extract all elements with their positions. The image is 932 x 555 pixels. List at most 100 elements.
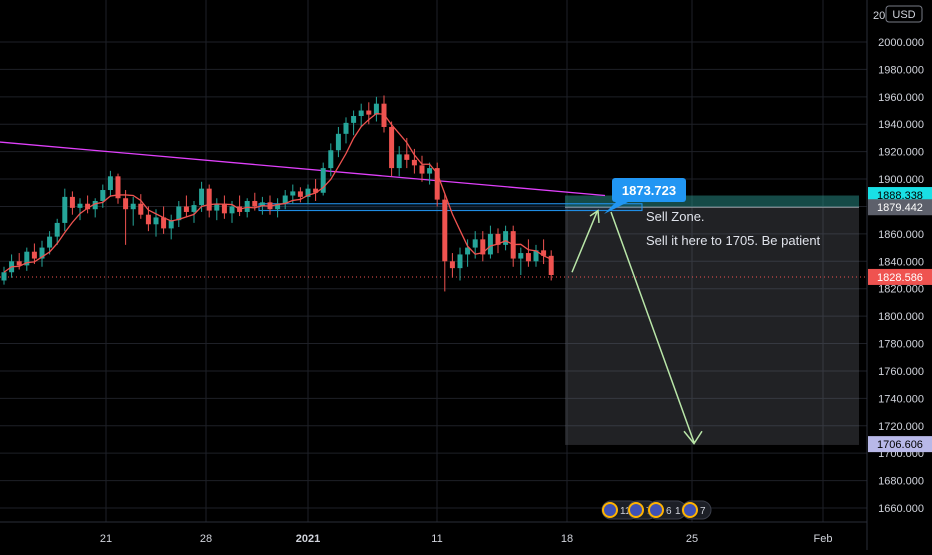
y-tick-label: 1740.000 bbox=[878, 393, 924, 405]
candle-body bbox=[47, 236, 53, 248]
annotation-sell-zone: Sell Zone. bbox=[646, 209, 705, 224]
x-tick-label: Feb bbox=[814, 533, 833, 545]
candle-body bbox=[214, 203, 220, 211]
event-badge-count: 1 bbox=[675, 506, 681, 517]
candle-body bbox=[161, 217, 167, 229]
candle-body bbox=[525, 253, 531, 262]
price-badge-label: 1879.442 bbox=[877, 202, 923, 214]
flag-us-icon[interactable] bbox=[648, 502, 664, 518]
candle-body bbox=[54, 222, 60, 237]
y-tick-label: 1980.000 bbox=[878, 64, 924, 76]
price-badge-label: 1706.606 bbox=[877, 439, 923, 451]
candle-body bbox=[138, 203, 144, 215]
candle-body bbox=[62, 196, 68, 223]
candle-body bbox=[259, 202, 265, 207]
candle-body bbox=[404, 154, 410, 160]
price-badge bbox=[868, 436, 932, 453]
candle-body bbox=[39, 247, 45, 259]
candle-body bbox=[191, 205, 197, 212]
currency-badge-label: USD bbox=[892, 9, 915, 21]
candle-body bbox=[503, 231, 509, 245]
y-tick-label: 1680.000 bbox=[878, 476, 924, 488]
moving-average bbox=[3, 112, 552, 273]
candle-body bbox=[183, 206, 189, 212]
y-tick-label: 1960.000 bbox=[878, 92, 924, 104]
x-tick-label: 25 bbox=[686, 533, 698, 545]
event-badge-count: 6 bbox=[666, 506, 672, 517]
candle-body bbox=[313, 188, 319, 193]
price-callout-label: 1873.723 bbox=[622, 183, 676, 198]
candle-body bbox=[24, 251, 30, 266]
y-tick-label: 1760.000 bbox=[878, 366, 924, 378]
y-tick-label: 1660.000 bbox=[878, 503, 924, 515]
candle-body bbox=[320, 168, 326, 193]
event-badge-count: 7 bbox=[700, 506, 706, 517]
candle-body bbox=[275, 203, 281, 210]
candle-body bbox=[480, 239, 486, 255]
candle-body bbox=[472, 239, 478, 248]
flag-us-icon[interactable] bbox=[682, 502, 698, 518]
candle-body bbox=[328, 150, 334, 169]
arrow-down-line bbox=[610, 211, 695, 443]
price-callout-pointer bbox=[604, 202, 628, 214]
candle-body bbox=[434, 168, 440, 200]
candle-body bbox=[1, 272, 7, 281]
candle-body bbox=[541, 250, 547, 256]
candle-body bbox=[16, 261, 22, 266]
candle-body bbox=[69, 196, 75, 208]
candle-body bbox=[123, 198, 129, 210]
candle-body bbox=[343, 122, 349, 134]
candle-body bbox=[206, 188, 212, 211]
price-callout-box bbox=[612, 178, 686, 202]
y-tick-label: 1780.000 bbox=[878, 339, 924, 351]
candle-body bbox=[107, 176, 113, 191]
x-tick-label: 28 bbox=[200, 533, 212, 545]
candle-body bbox=[487, 233, 493, 255]
y-tick-label: 1840.000 bbox=[878, 256, 924, 268]
candle-body bbox=[199, 188, 205, 206]
candle-body bbox=[244, 200, 250, 212]
candle-body bbox=[442, 199, 448, 262]
y-tick-label: 2000.000 bbox=[878, 37, 924, 49]
candle-body bbox=[389, 126, 395, 169]
x-tick-label: 2021 bbox=[296, 533, 320, 545]
x-tick-label: 11 bbox=[431, 533, 442, 545]
candle-body bbox=[533, 250, 539, 262]
currency-badge[interactable] bbox=[885, 5, 923, 23]
candle-body bbox=[31, 251, 37, 259]
candle-body bbox=[297, 191, 303, 197]
candle-body bbox=[282, 195, 288, 204]
candle-body bbox=[100, 190, 106, 201]
price-badge-label: 1828.586 bbox=[877, 272, 923, 284]
y-tick-label: 1720.000 bbox=[878, 421, 924, 433]
y-tick-label: 1940.000 bbox=[878, 119, 924, 131]
y-tick-label: 1800.000 bbox=[878, 311, 924, 323]
candle-body bbox=[419, 165, 425, 174]
candle-body bbox=[221, 203, 227, 214]
candle-body bbox=[335, 133, 341, 151]
projection-box bbox=[565, 195, 859, 445]
y-tick-label: 1900.000 bbox=[878, 174, 924, 186]
candle-body bbox=[548, 255, 554, 275]
candle-body bbox=[518, 253, 524, 259]
candle-body bbox=[85, 203, 91, 210]
annotation-target: Sell it here to 1705. Be patient bbox=[646, 233, 821, 248]
candle-body bbox=[411, 159, 417, 166]
x-tick-label: 21 bbox=[100, 533, 112, 545]
candle-body bbox=[176, 206, 182, 221]
candle-body bbox=[358, 110, 364, 117]
flag-us-icon[interactable] bbox=[628, 502, 644, 518]
price-badge-label: 1888.338 bbox=[877, 190, 923, 202]
candle-body bbox=[366, 110, 372, 115]
candle-body bbox=[465, 247, 471, 255]
candle-body bbox=[130, 203, 136, 210]
y-tick-label: 1820.000 bbox=[878, 284, 924, 296]
candle-body bbox=[153, 217, 159, 225]
y-tick-label: 1860.000 bbox=[878, 229, 924, 241]
flag-us-icon[interactable] bbox=[602, 502, 618, 518]
arrow-up-line bbox=[571, 211, 598, 273]
